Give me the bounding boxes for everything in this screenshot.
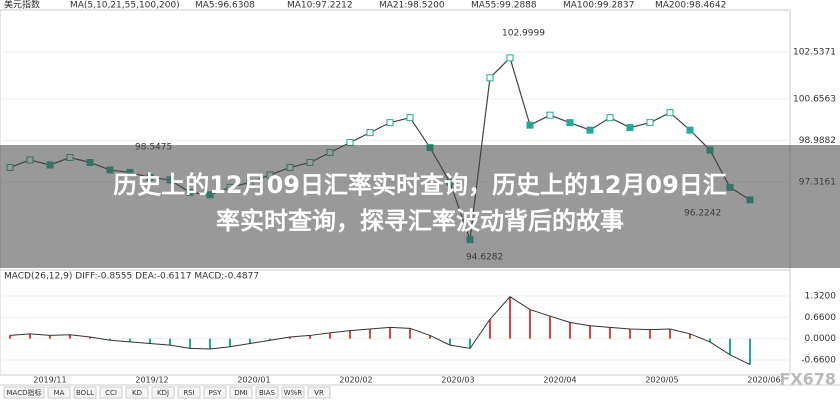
tab [281, 386, 305, 399]
date-label: 2019/12 [135, 376, 168, 385]
candle [686, 126, 694, 134]
annotation: 102.9999 [502, 29, 545, 39]
legend-item: MA10:97.2212 [287, 1, 353, 11]
price-label: 100.6563 [793, 94, 836, 104]
candle [406, 114, 414, 122]
candle [626, 124, 634, 132]
candle [586, 126, 594, 134]
legend-item: MA55:99.2888 [471, 1, 537, 11]
banner [0, 145, 840, 268]
tab-label[interactable]: VR [314, 389, 324, 397]
tab [47, 386, 71, 399]
tab-label[interactable]: RSI [183, 389, 194, 397]
date-label: 2019/11 [33, 376, 66, 385]
tab [3, 386, 45, 399]
tab [307, 386, 331, 399]
tab-label[interactable]: MACD指标 [7, 388, 42, 397]
candle [566, 119, 574, 127]
tab [255, 386, 279, 399]
legend-item: MA200:98.4642 [655, 1, 726, 11]
tab [151, 386, 175, 399]
macd-label: 0.0000 [805, 334, 837, 344]
tab [203, 386, 227, 399]
candle [386, 119, 394, 127]
macd-label: 0.6600 [805, 313, 837, 323]
tab-label[interactable]: KD [132, 389, 142, 397]
date-label: 2020/01 [237, 376, 270, 385]
legend-name: 美元指数 [4, 0, 40, 11]
candle [606, 114, 614, 122]
date-label: 2020/05 [645, 376, 678, 385]
legend-item: MA100:99.2837 [563, 1, 634, 11]
tab-label[interactable]: PSY [209, 389, 223, 397]
tab [229, 386, 253, 399]
candle [506, 54, 514, 62]
banner-line: 率实时查询，探寻汇率波动背后的故事 [216, 207, 624, 235]
tab [125, 386, 149, 399]
date-label: 2020/04 [543, 376, 576, 385]
candle [486, 74, 494, 82]
legend-item: MA21:98.5200 [379, 1, 445, 11]
date-label: 2020/02 [339, 376, 372, 385]
date-label: 2020/03 [441, 376, 474, 385]
candle [666, 109, 674, 117]
tab-label[interactable]: MA [54, 389, 65, 397]
candle [346, 139, 354, 147]
tab [177, 386, 201, 399]
date-label: 2020/06 [747, 376, 780, 385]
candle [366, 129, 374, 137]
tab-label[interactable]: BOLL [76, 389, 94, 397]
candle [526, 121, 534, 129]
macd-label: -0.6600 [801, 356, 836, 366]
macd-label: 1.3200 [805, 292, 837, 302]
price-label: 98.9882 [799, 136, 836, 146]
price-label: 102.5371 [793, 48, 836, 58]
tab-label[interactable]: BIAS [259, 389, 276, 397]
tab-label[interactable]: KDJ [157, 389, 169, 397]
macd-legend: MACD(26,12,9) DIFF:-0.8555 DEA:-0.6117 M… [4, 272, 259, 282]
tab-label[interactable]: DMI [234, 389, 248, 397]
macd-panel [0, 269, 791, 376]
diff-line [9, 295, 751, 365]
candle [646, 119, 654, 127]
candle [546, 111, 554, 119]
tab [73, 386, 97, 399]
tab [99, 386, 123, 399]
watermark: FX678 [779, 370, 836, 389]
banner-line: 历史上的12月09日汇率实时查询，历史上的12月09日汇 [113, 171, 727, 199]
legend-item: MA5:96.6308 [195, 1, 255, 11]
tab-label[interactable]: W%R [284, 389, 303, 397]
tab-label[interactable]: CCI [105, 389, 117, 397]
legend-ma: MA(5,10,21,55,100,200) [70, 1, 180, 11]
